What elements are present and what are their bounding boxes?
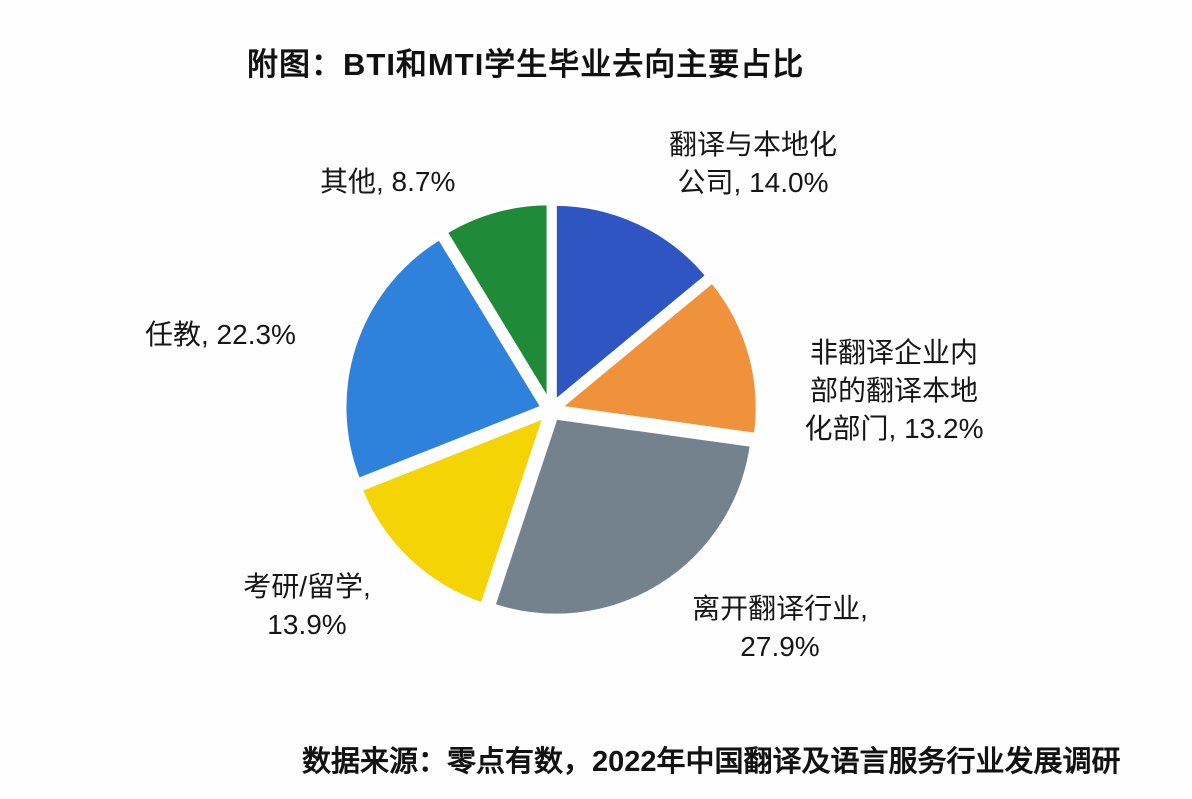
pie-label-other: 其他, 8.7%: [320, 166, 456, 197]
pie-label-gradschool-abroad: 考研/留学, 13.9%: [243, 571, 371, 640]
pie-slice-3: [358, 414, 547, 607]
pie-chart: [331, 190, 771, 630]
pie-label-left-industry: 离开翻译行业, 27.9%: [692, 593, 868, 662]
pie-label-inhouse-localization-dept: 非翻译企业内 部的翻译本地 化部门, 13.2%: [804, 337, 984, 444]
pie-label-translation-localization-company: 翻译与本地化 公司, 14.0%: [668, 129, 837, 198]
chart-title: 附图：BTI和MTI学生毕业去向主要占比: [247, 47, 805, 82]
pie-slice-5: [443, 201, 551, 404]
pie-slice-2: [491, 415, 754, 618]
data-source-note: 数据来源：零点有数，2022年中国翻译及语言服务行业发展调研: [302, 746, 1121, 778]
pie-slice-1: [557, 279, 760, 437]
pie-label-teaching: 任教, 22.3%: [145, 319, 296, 350]
pie-slice-4: [342, 235, 545, 483]
pie-chart-svg: [342, 201, 760, 618]
pie-slice-0: [552, 201, 710, 404]
